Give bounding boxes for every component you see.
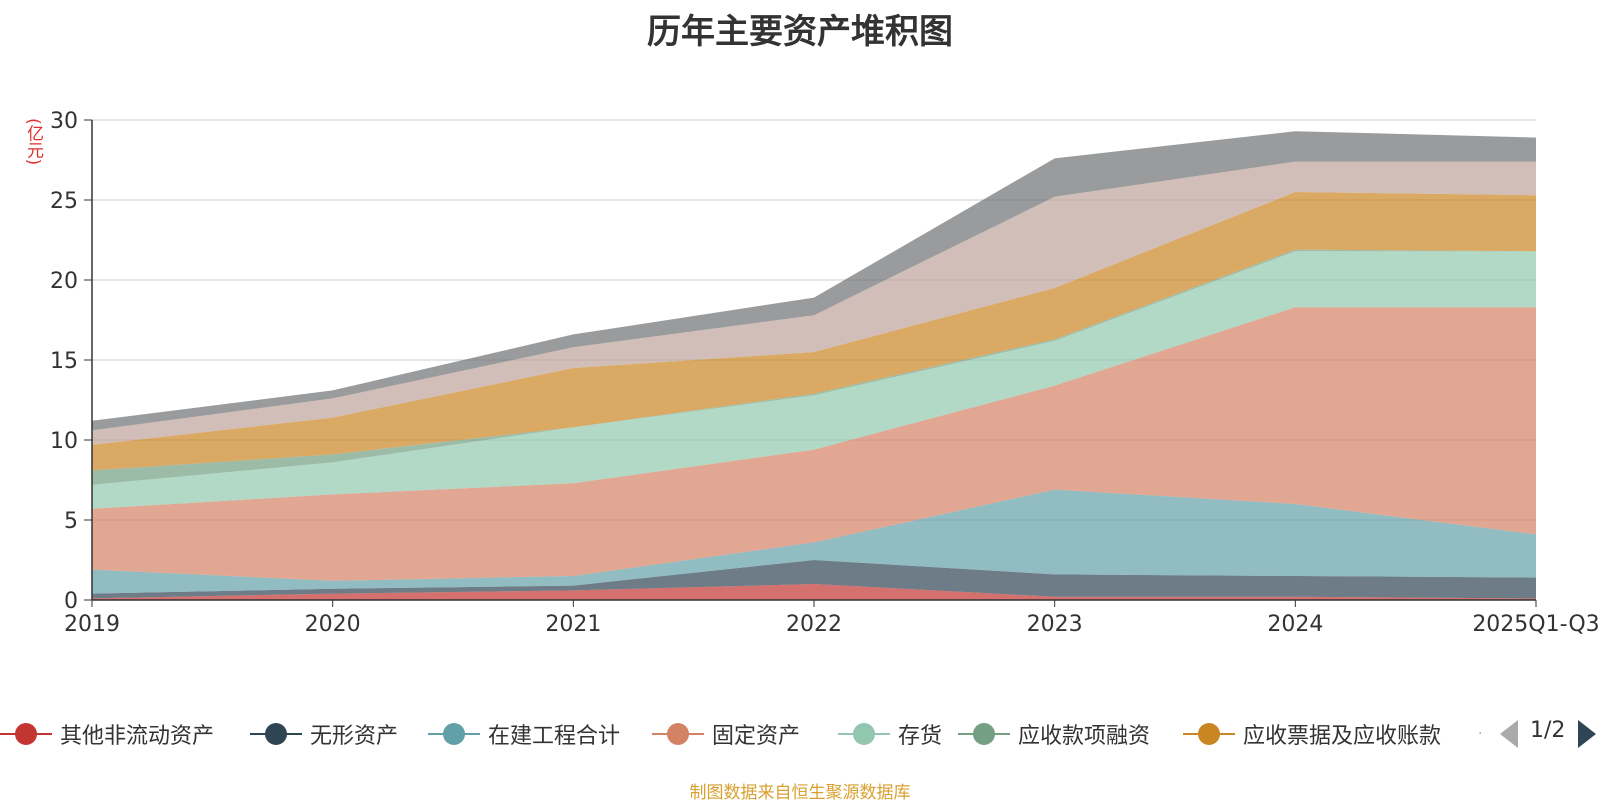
area-2 xyxy=(92,560,1536,599)
area-9 xyxy=(92,131,1536,431)
x-tick-label-1: 2020 xyxy=(305,612,361,637)
legend-label-1: 其他非流动资产 xyxy=(60,724,215,749)
x-tick-label-6: 2025Q1-Q3 xyxy=(1472,612,1599,637)
y-tick-label-15: 15 xyxy=(50,349,78,374)
legend-label-7: 应收票据及应收账款 xyxy=(1243,724,1442,749)
x-tick-label-2: 2021 xyxy=(545,612,601,637)
y-tick-labels: 0 5 10 15 20 25 30 xyxy=(50,109,78,614)
area-4 xyxy=(92,307,1536,581)
legend-page-indicator: 1/2 xyxy=(1530,718,1566,743)
legend-swatch-6 xyxy=(958,716,1010,752)
legend-label-4: 固定资产 xyxy=(712,724,801,749)
x-tick-label-5: 2024 xyxy=(1267,612,1323,637)
area-3 xyxy=(92,489,1536,594)
legend-swatch-1 xyxy=(0,716,52,752)
legend-swatch-3 xyxy=(428,716,480,752)
legend-item-2[interactable]: 无形资产 xyxy=(250,716,398,752)
legend-overflow-indicator: · xyxy=(1478,726,1483,742)
area-5 xyxy=(92,251,1536,509)
legend-label-6: 应收款项融资 xyxy=(1018,724,1151,749)
legend-next-page-button[interactable] xyxy=(1578,720,1596,748)
legend-item-1[interactable]: 其他非流动资产 xyxy=(0,716,214,752)
y-axis-unit-label: (亿元) xyxy=(23,118,43,166)
legend-item-6[interactable]: 应收款项融资 xyxy=(958,716,1150,752)
y-tick-label-30: 30 xyxy=(50,109,78,134)
y-tick-label-5: 5 xyxy=(64,509,78,534)
y-tick-label-25: 25 xyxy=(50,189,78,214)
legend-swatch-7 xyxy=(1183,716,1235,752)
area-series xyxy=(92,131,1536,600)
legend-item-5[interactable]: 存货 xyxy=(838,716,942,752)
axes xyxy=(91,120,1537,607)
legend-prev-page-button[interactable] xyxy=(1500,720,1518,748)
legend-item-4[interactable]: 固定资产 xyxy=(652,716,800,752)
legend-item-7[interactable]: 应收票据及应收账款 xyxy=(1183,716,1441,752)
legend-item-3[interactable]: 在建工程合计 xyxy=(428,716,620,752)
legend-label-2: 无形资产 xyxy=(310,724,399,749)
legend: 其他非流动资产 无形资产 在建工程合计 固定资产 存货 应收款项融资 应收票据及应收账款 ·… xyxy=(0,716,1600,752)
y-tick-label-20: 20 xyxy=(50,269,78,294)
legend-label-5: 存货 xyxy=(898,724,943,749)
legend-swatch-2 xyxy=(250,716,302,752)
x-tick-label-4: 2023 xyxy=(1027,612,1083,637)
area-8 xyxy=(92,161,1536,445)
source-note: 制图数据来自恒生聚源数据库 xyxy=(689,783,911,803)
legend-label-3: 在建工程合计 xyxy=(488,724,621,749)
legend-swatch-5 xyxy=(838,716,890,752)
y-tick-label-0: 0 xyxy=(64,589,78,614)
x-tick-labels: 2019 2020 2021 2022 2023 2024 2025Q1-Q3 xyxy=(64,612,1600,637)
stacked-area-chart: 0 5 10 15 20 25 30 2019 2020 2021 2022 2023 2024 202… xyxy=(50,109,1600,637)
area-7 xyxy=(92,192,1536,471)
area-6 xyxy=(92,249,1536,485)
legend-swatch-4 xyxy=(652,716,704,752)
x-tick-label-0: 2019 xyxy=(64,612,120,637)
x-tick-label-3: 2022 xyxy=(786,612,842,637)
y-tick-label-10: 10 xyxy=(50,429,78,454)
chart-title: 历年主要资产堆积图 xyxy=(647,12,953,52)
area-1 xyxy=(92,584,1536,600)
